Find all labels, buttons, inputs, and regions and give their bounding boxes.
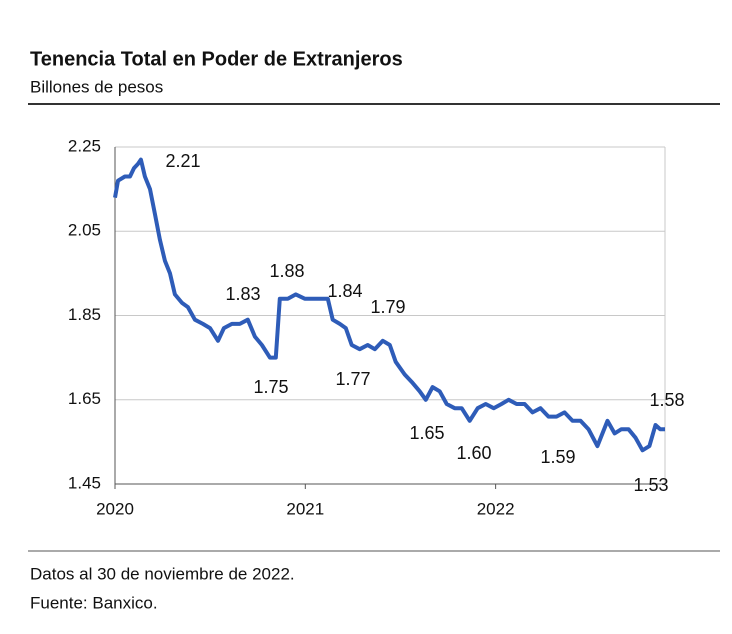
- y-tick-label: 1.45: [68, 473, 101, 492]
- chart-subtitle: Billones de pesos: [30, 77, 163, 96]
- annotation: 1.79: [370, 297, 405, 317]
- data-line: [113, 157, 665, 453]
- annotation: 1.83: [225, 284, 260, 304]
- x-tick-label: 2021: [286, 499, 324, 518]
- y-tick-label: 2.05: [68, 221, 101, 240]
- annotation: 1.65: [409, 423, 444, 443]
- annotation: 2.21: [165, 151, 200, 171]
- annotation: 1.58: [649, 390, 684, 410]
- annotation: 1.88: [269, 261, 304, 281]
- note: Datos al 30 de noviembre de 2022.: [30, 564, 295, 583]
- annotation: 1.53: [633, 475, 668, 495]
- annotation: 1.59: [540, 447, 575, 467]
- x-tick-label: 2020: [96, 499, 134, 518]
- annotation: 1.84: [327, 281, 362, 301]
- annotation: 1.60: [456, 443, 491, 463]
- x-tick-label: 2022: [477, 499, 515, 518]
- annotation: 1.75: [253, 377, 288, 397]
- chart-title: Tenencia Total en Poder de Extranjeros: [30, 48, 403, 70]
- y-tick-label: 1.65: [68, 389, 101, 408]
- y-tick-label: 1.85: [68, 305, 101, 324]
- annotation: 1.77: [335, 369, 370, 389]
- y-tick-label: 2.25: [68, 136, 101, 155]
- note: Fuente: Banxico.: [30, 593, 158, 612]
